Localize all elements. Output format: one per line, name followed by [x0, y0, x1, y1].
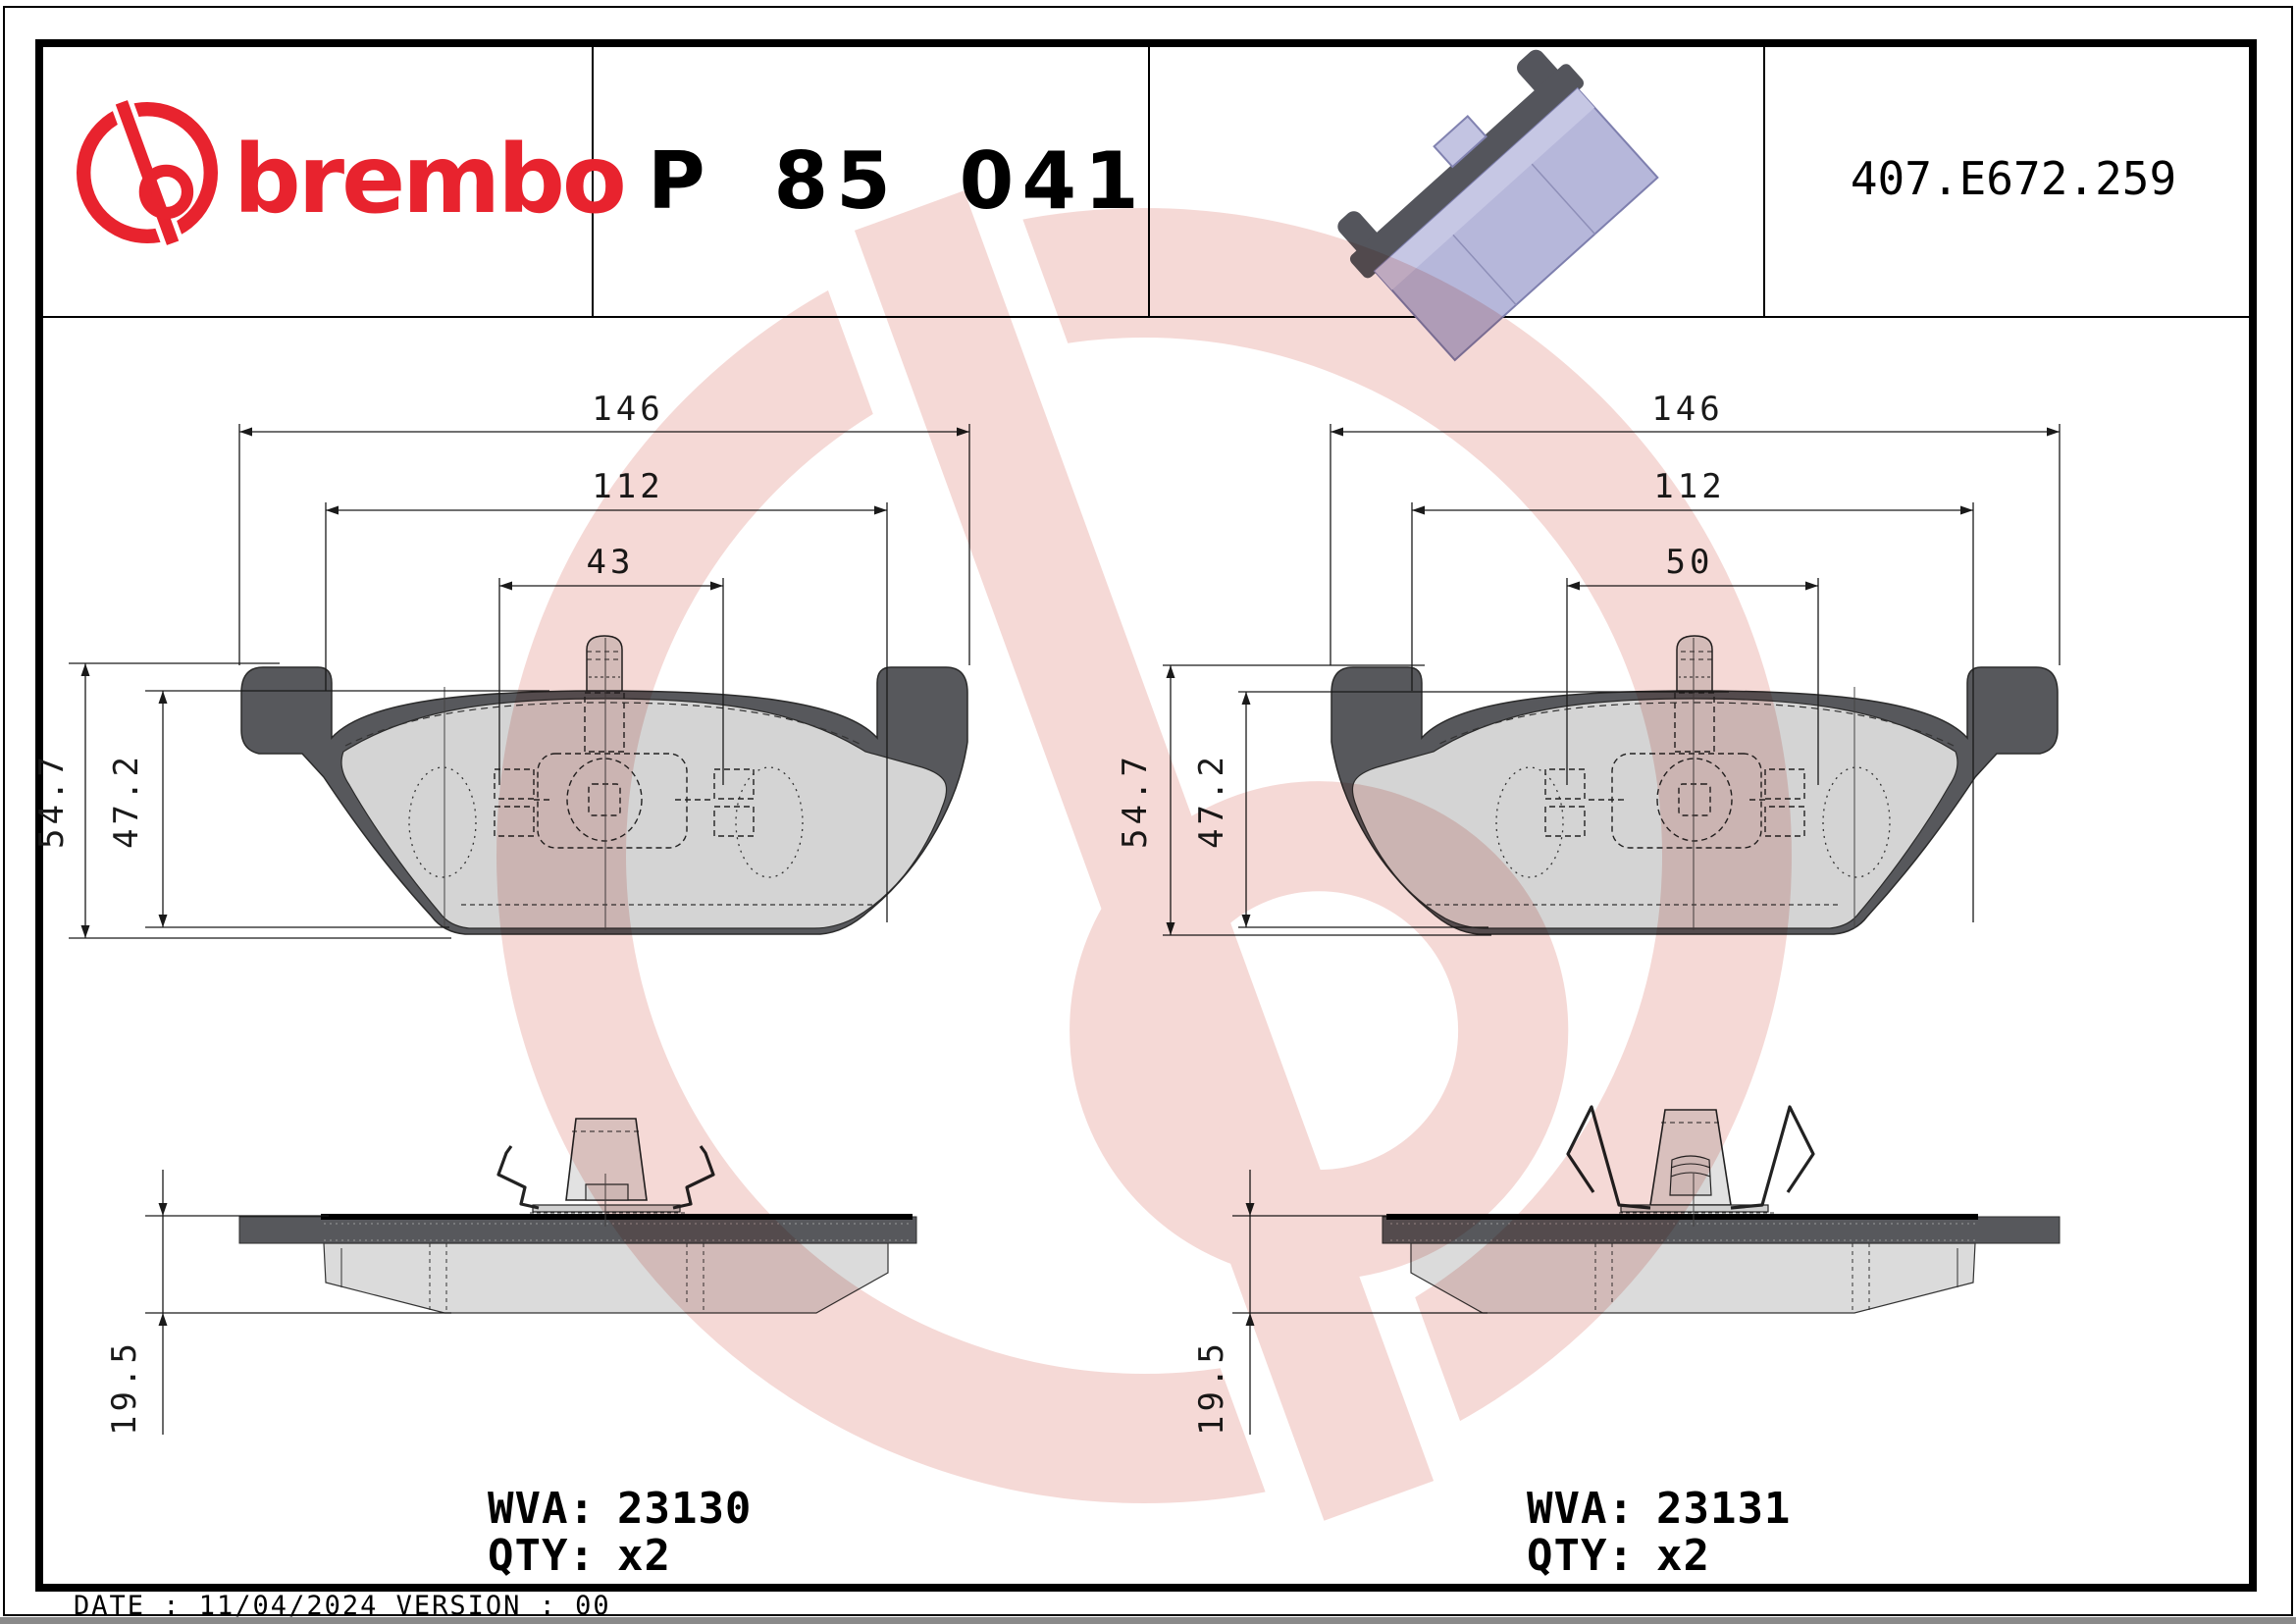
- dim-total-height-left: 54.7: [32, 753, 72, 849]
- qty-label-left: QTY: x2: [488, 1531, 671, 1581]
- wva-label-right: WVA: 23131: [1527, 1484, 1791, 1534]
- dim-total-width-right: 146: [1651, 390, 1723, 429]
- bottom-strip: [0, 1617, 2296, 1624]
- wva-label-left: WVA: 23130: [488, 1484, 752, 1534]
- reference-code: 407.E672.259: [1851, 152, 2176, 205]
- qty-label-right: QTY: x2: [1527, 1531, 1710, 1581]
- brembo-logo: brembo: [83, 96, 627, 250]
- main-border: [35, 39, 2257, 1592]
- outer-border: [3, 6, 2293, 1616]
- footer-date-version: DATE : 11/04/2024 VERSION : 00: [74, 1591, 611, 1621]
- dim-total-width-left: 146: [592, 390, 663, 429]
- dim-thickness-left: 19.5: [105, 1339, 144, 1436]
- brand-wordmark: brembo: [234, 125, 624, 235]
- dim-pad-height-left: 47.2: [107, 753, 146, 849]
